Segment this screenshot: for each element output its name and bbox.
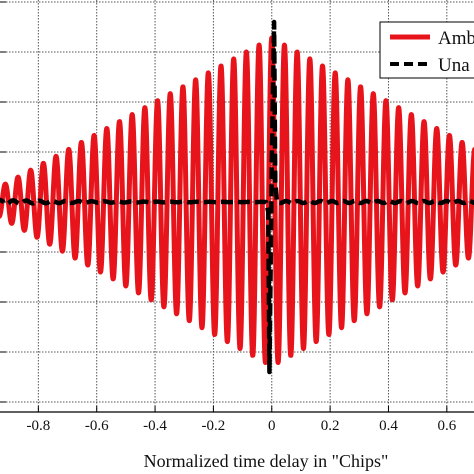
x-tick-labels: -0.8 -0.6 -0.4 -0.2 0 0.2 0.4 0.6	[26, 418, 456, 434]
x-tick-label-2: -0.4	[143, 418, 167, 434]
x-tick-label-7: 0.6	[437, 418, 456, 434]
x-tick-label-1: -0.6	[85, 418, 109, 434]
series-line-amb	[0, 35, 474, 366]
legend-label-una: Una	[438, 55, 470, 76]
x-tick-label-6: 0.4	[379, 418, 398, 434]
legend-label-amb: Amb	[438, 28, 474, 49]
series-group	[0, 19, 474, 375]
x-tick-label-0: -0.8	[26, 418, 50, 434]
plot-frame	[0, 1, 474, 413]
x-tick-label-4: 0	[268, 418, 276, 434]
x-tick-label-3: -0.2	[202, 418, 226, 434]
x-axis-title: Normalized time delay in "Chips"	[144, 451, 389, 471]
x-tick-label-5: 0.2	[321, 418, 340, 434]
series-line-una	[0, 19, 474, 375]
legend: Amb Una	[379, 21, 474, 79]
legend-box	[379, 21, 474, 79]
